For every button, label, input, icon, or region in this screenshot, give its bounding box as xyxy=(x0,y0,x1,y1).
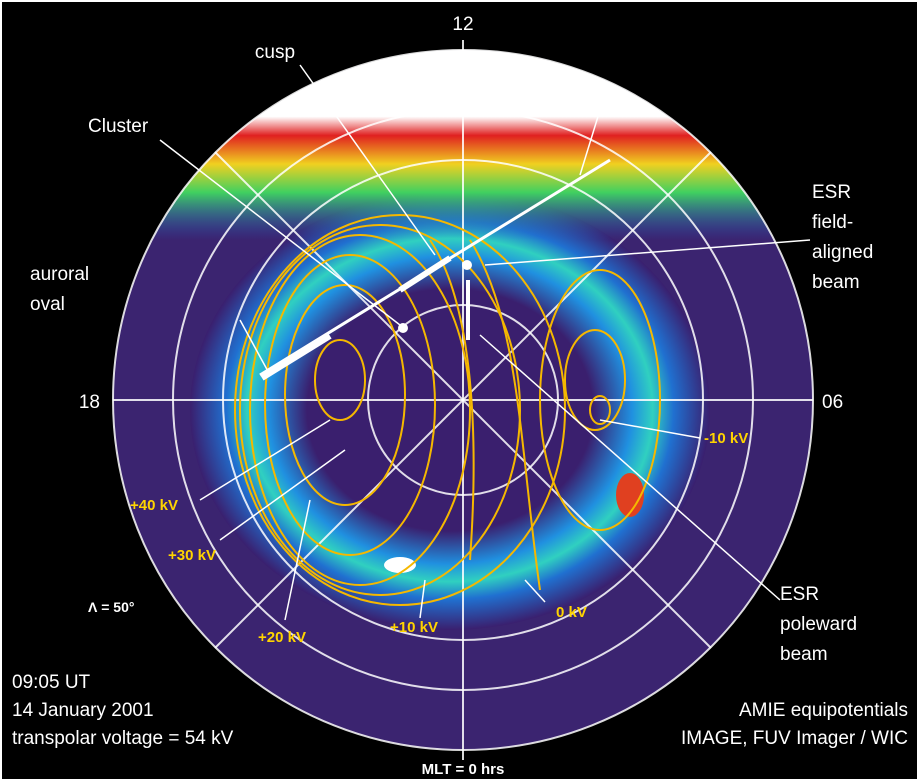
contour-label: 0 kV xyxy=(556,604,587,621)
annotation: poleward xyxy=(780,614,857,635)
grid xyxy=(112,40,814,760)
annotation: beam xyxy=(780,644,828,665)
clock-label: MLT = 0 hrs xyxy=(422,761,505,778)
contour-label: +20 kV xyxy=(258,629,306,646)
annotation: oval xyxy=(30,294,65,315)
footer: 14 January 2001 xyxy=(12,700,154,721)
tracks xyxy=(159,64,811,621)
annotation: ESR xyxy=(780,584,819,605)
clock-label: 18 xyxy=(79,392,100,413)
footer: AMIE equipotentials xyxy=(739,700,908,721)
annotation: auroral xyxy=(30,264,89,285)
clock-label: 12 xyxy=(452,14,473,35)
latitude-label: Λ = 50° xyxy=(88,599,134,615)
annotation: aligned xyxy=(812,242,873,263)
contour-label: +30 kV xyxy=(168,547,216,564)
annotation: field- xyxy=(812,212,853,233)
clock-label: 06 xyxy=(822,392,843,413)
contour-label: -10 kV xyxy=(704,430,748,447)
equipotentials xyxy=(234,214,661,606)
annotation: ESR xyxy=(812,182,851,203)
contour-label: +10 kV xyxy=(390,619,438,636)
footer: 09:05 UT xyxy=(12,672,91,693)
annotation: DMSP-F12 orbit xyxy=(500,89,612,106)
annotation: cusp xyxy=(255,42,295,63)
annotation: beam xyxy=(812,272,860,293)
footer: transpolar voltage = 54 kV xyxy=(12,728,234,749)
contour-label: +40 kV xyxy=(130,497,178,514)
annotation: Cluster xyxy=(88,116,149,137)
footer: IMAGE, FUV Imager / WIC xyxy=(681,728,908,749)
